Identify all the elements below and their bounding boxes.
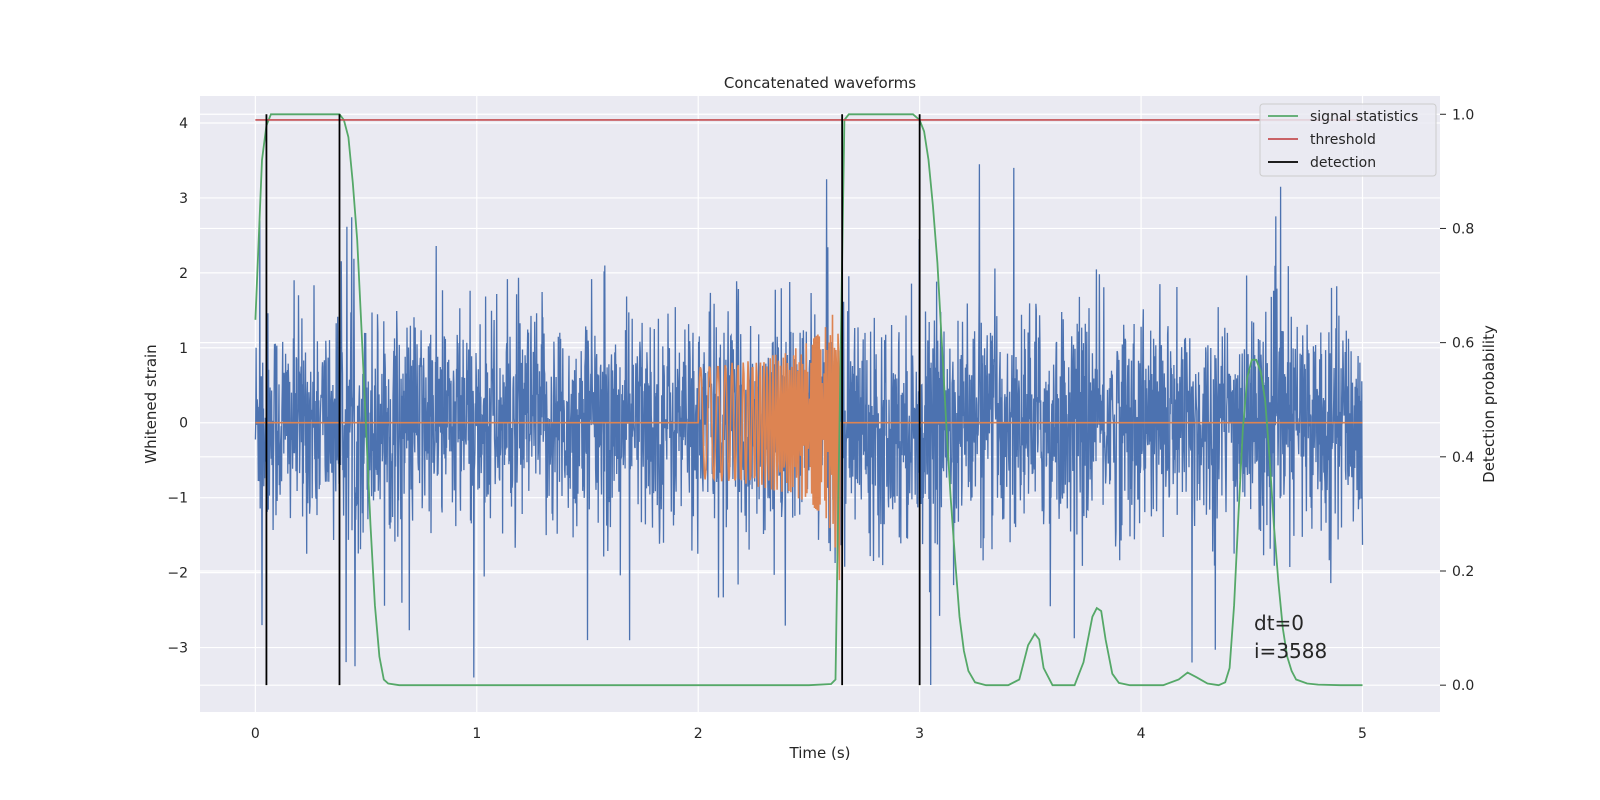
legend-box	[1259, 103, 1437, 177]
y-tick-label: 3	[179, 191, 188, 207]
x-tick-label: 4	[1137, 726, 1146, 742]
chart-title: Concatenated waveforms	[724, 74, 916, 92]
legend-label-signal-statistics: signal statistics	[1310, 109, 1418, 125]
chirp-series-line	[255, 314, 1363, 581]
y2-axis-ticks: 0.0 0.2 0.4 0.6 0.8 1.0	[1440, 107, 1474, 694]
y2-axis-label: Detection probability	[1480, 325, 1498, 483]
y2-tick-label: 0.0	[1452, 678, 1474, 694]
x-tick-label: 2	[694, 726, 703, 742]
y2-tick-label: 0.2	[1452, 564, 1474, 580]
signal-statistics-line	[254, 113, 1363, 687]
legend-label-threshold: threshold	[1310, 132, 1376, 148]
strain-series-line	[254, 164, 1364, 686]
y-axis-label: Whitened strain	[142, 344, 160, 463]
x-axis-label: Time (s)	[789, 744, 851, 762]
x-tick-label: 0	[251, 726, 260, 742]
legend-label-detection: detection	[1310, 155, 1376, 171]
x-tick-label: 5	[1358, 726, 1367, 742]
y-tick-label: 0	[179, 416, 188, 432]
plot-layer	[254, 113, 1364, 687]
annotation-dt: dt=0	[1254, 611, 1304, 635]
y-axis-ticks: −3 −2 −1 0 1 2 3 4	[167, 116, 188, 657]
y2-tick-label: 0.8	[1452, 221, 1474, 237]
y2-tick-label: 0.4	[1452, 450, 1474, 466]
legend: signal statistics threshold detection	[1259, 103, 1437, 177]
y-tick-label: −2	[167, 566, 188, 582]
y2-tick-label: 0.6	[1452, 336, 1474, 352]
x-axis-ticks: 0 1 2 3 4 5	[251, 726, 1367, 742]
y-tick-label: 1	[179, 341, 188, 357]
annotation-index: i=3588	[1254, 639, 1327, 663]
y-tick-label: 2	[179, 266, 188, 282]
x-tick-label: 1	[472, 726, 481, 742]
x-tick-label: 3	[915, 726, 924, 742]
y-tick-label: −3	[167, 641, 188, 657]
y2-tick-label: 1.0	[1452, 107, 1474, 123]
y-tick-label: 4	[179, 116, 188, 132]
y-tick-label: −1	[167, 491, 188, 507]
